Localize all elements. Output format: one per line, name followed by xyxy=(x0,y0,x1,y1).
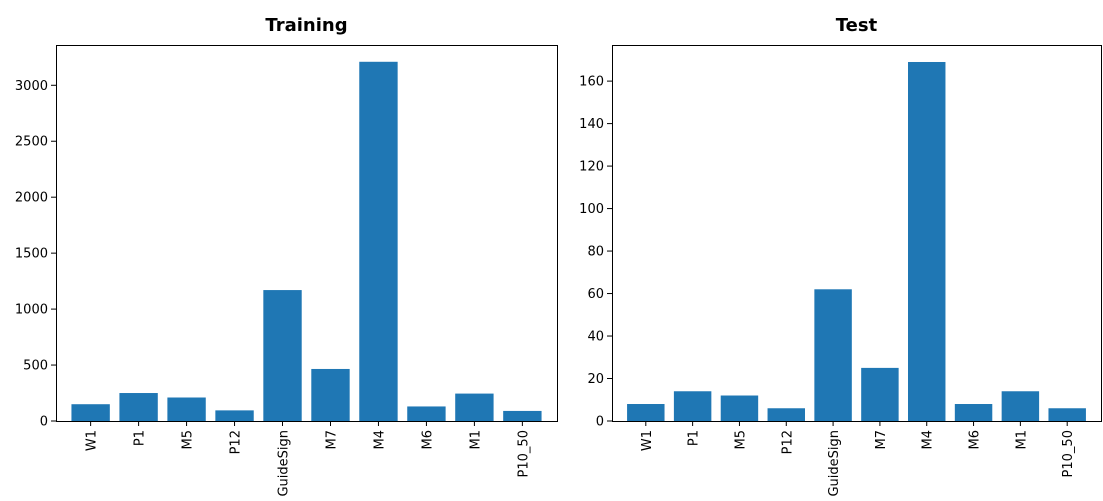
training-x-tick-label: P1 xyxy=(133,430,148,446)
test-y-axis: 0 20 40 60 80 100 120 140 160 xyxy=(579,75,612,430)
training-bar-m7 xyxy=(311,368,350,421)
training-bar-guidesign xyxy=(263,290,302,421)
training-chart: Training 0 500 1000 1500 2000 2500 3000 W1 P1 M5… xyxy=(15,15,558,497)
test-y-tick-label: 40 xyxy=(587,330,604,345)
training-bar-m6 xyxy=(407,406,446,421)
training-bar-p1 xyxy=(119,393,158,421)
test-x-tick-label: W1 xyxy=(640,430,655,451)
training-chart-title: Training xyxy=(265,15,347,36)
training-y-tick-label: 500 xyxy=(23,359,48,374)
training-x-axis: W1 P1 M5 P12 GuideSign M7 M4 M6 M1 P10_50 xyxy=(85,421,531,497)
test-bars xyxy=(627,61,1086,421)
test-y-tick-label: 60 xyxy=(587,287,604,302)
training-x-tick-label: W1 xyxy=(85,430,100,451)
test-x-tick-label: M4 xyxy=(921,430,936,450)
test-chart: Test 0 20 40 60 80 100 120 140 160 W1 P1 M5 P12 Guid… xyxy=(579,15,1102,497)
training-bars xyxy=(71,61,542,422)
training-y-tick-label: 2000 xyxy=(15,191,48,206)
training-y-tick-label: 0 xyxy=(40,415,48,430)
test-y-tick-label: 120 xyxy=(579,160,604,175)
test-x-axis: W1 P1 M5 P12 GuideSign M7 M4 M6 M1 P10_50 xyxy=(640,421,1076,497)
test-plot-frame xyxy=(612,45,1102,422)
test-y-tick-label: 0 xyxy=(596,415,604,430)
training-x-tick-label: M7 xyxy=(324,430,339,450)
test-bar-p10_50 xyxy=(1048,408,1086,421)
test-y-tick-label: 140 xyxy=(579,117,604,132)
test-y-tick-label: 100 xyxy=(579,202,604,217)
test-x-tick-label: P1 xyxy=(687,430,702,446)
training-x-tick-label: M4 xyxy=(372,430,387,450)
training-x-tick-label: M5 xyxy=(181,430,196,450)
training-bar-m5 xyxy=(167,397,206,421)
test-x-tick-label: GuideSign xyxy=(827,430,842,497)
training-plot-frame xyxy=(56,45,558,422)
test-bar-m4 xyxy=(908,61,946,421)
test-x-tick-label: M5 xyxy=(733,430,748,450)
training-x-tick-label: M1 xyxy=(468,430,483,450)
training-x-tick-label: P10_50 xyxy=(516,430,531,477)
training-x-tick-label: GuideSign xyxy=(277,430,292,497)
training-x-tick-label: M6 xyxy=(420,430,435,450)
test-x-tick-label: P12 xyxy=(780,430,795,454)
test-bar-p1 xyxy=(673,391,712,421)
test-bar-w1 xyxy=(627,404,665,421)
training-bar-p12 xyxy=(215,410,254,421)
training-y-axis: 0 500 1000 1500 2000 2500 3000 xyxy=(15,79,56,430)
training-x-tick-label: P12 xyxy=(229,430,244,454)
test-y-tick-label: 20 xyxy=(587,372,604,387)
training-bar-m1 xyxy=(455,393,494,421)
test-x-tick-label: M1 xyxy=(1014,430,1029,450)
test-bar-m6 xyxy=(954,404,993,421)
training-bar-p10_50 xyxy=(503,410,542,421)
training-y-tick-label: 2500 xyxy=(15,135,48,150)
test-x-tick-label: M6 xyxy=(968,430,983,450)
training-y-tick-label: 3000 xyxy=(15,79,48,94)
test-x-tick-label: P10_50 xyxy=(1061,430,1076,477)
test-y-tick-label: 160 xyxy=(579,75,604,90)
test-y-tick-label: 80 xyxy=(587,245,604,260)
test-bar-m5 xyxy=(720,395,759,421)
training-bar-m4 xyxy=(359,61,398,422)
test-bar-p12 xyxy=(767,408,805,421)
training-y-tick-label: 1000 xyxy=(15,303,48,318)
test-bar-m1 xyxy=(1001,391,1040,421)
test-chart-title: Test xyxy=(836,15,878,36)
test-bar-guidesign xyxy=(814,289,852,421)
test-x-tick-label: M7 xyxy=(874,430,889,450)
test-bar-m7 xyxy=(861,367,899,421)
training-y-tick-label: 1500 xyxy=(15,247,48,262)
training-bar-w1 xyxy=(71,404,110,421)
